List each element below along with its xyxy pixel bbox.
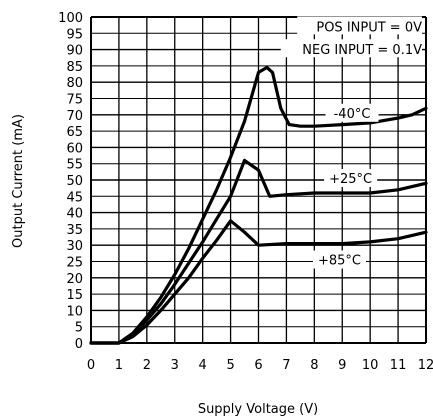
x-tick-label: 5 (226, 358, 234, 373)
x-tick-label: 2 (143, 358, 151, 373)
series-label: -40°C (334, 107, 371, 122)
y-tick-label: 55 (66, 158, 83, 173)
y-tick-label: 25 (66, 256, 83, 271)
y-tick-label: 90 (66, 44, 83, 59)
x-tick-label: 3 (171, 358, 179, 373)
annotation-bg (280, 39, 422, 58)
y-tick-label: 95 (66, 27, 83, 42)
series-label-bg (324, 169, 378, 187)
y-tick-label: 50 (66, 174, 83, 189)
x-tick-label: 8 (310, 358, 318, 373)
series-label: +85°C (318, 254, 361, 269)
grid (90, 16, 427, 344)
y-tick-label: 15 (66, 288, 83, 303)
x-tick-label: 0 (87, 358, 95, 373)
x-tick-label: 12 (418, 358, 433, 373)
x-tick-label: 9 (338, 358, 346, 373)
y-tick-label: 85 (66, 60, 83, 75)
annotations: POS INPUT = 0V NEG INPUT = 0.1V (280, 16, 422, 58)
y-tick-label: 65 (66, 125, 83, 140)
series-line (89, 65, 428, 345)
x-tick-label: 4 (199, 358, 207, 373)
x-tick-label: 1 (115, 358, 123, 373)
series-line (89, 158, 428, 345)
y-tick-label: 5 (75, 321, 83, 336)
annotation-text: NEG INPUT = 0.1V (302, 43, 422, 58)
y-tick-label: 45 (66, 190, 83, 205)
annotation-bg (297, 16, 422, 35)
y-tick-label: 0 (75, 337, 83, 352)
y-tick-label: 10 (66, 304, 83, 319)
x-tick-label: 11 (390, 358, 407, 373)
y-tick-label: 20 (66, 272, 83, 287)
y-tick-label: 60 (66, 141, 83, 156)
annotation-text: POS INPUT = 0V (316, 20, 422, 35)
series-label-bg (325, 103, 379, 122)
series-group (89, 65, 428, 345)
series-labels: -40°C +25°C +85°C (312, 103, 379, 269)
series-label-bg (312, 250, 366, 269)
y-tick-label: 40 (66, 207, 83, 222)
x-tick-label: 10 (362, 358, 379, 373)
x-axis-ticks: 0 1 2 3 4 5 6 7 8 9 10 11 12 (87, 358, 433, 373)
x-tick-label: 6 (254, 358, 262, 373)
y-tick-label: 70 (66, 109, 83, 124)
y-tick-label: 100 (58, 11, 83, 26)
y-tick-label: 35 (66, 223, 83, 238)
x-axis-label: Supply Voltage (V) (198, 402, 318, 417)
y-tick-label: 30 (66, 239, 83, 254)
series-line (89, 219, 428, 345)
y-tick-label: 75 (66, 93, 83, 108)
series-label: +25°C (329, 172, 372, 187)
y-tick-label: 80 (66, 76, 83, 91)
x-tick-label: 7 (282, 358, 290, 373)
y-axis-label: Output Current (mA) (11, 114, 26, 248)
